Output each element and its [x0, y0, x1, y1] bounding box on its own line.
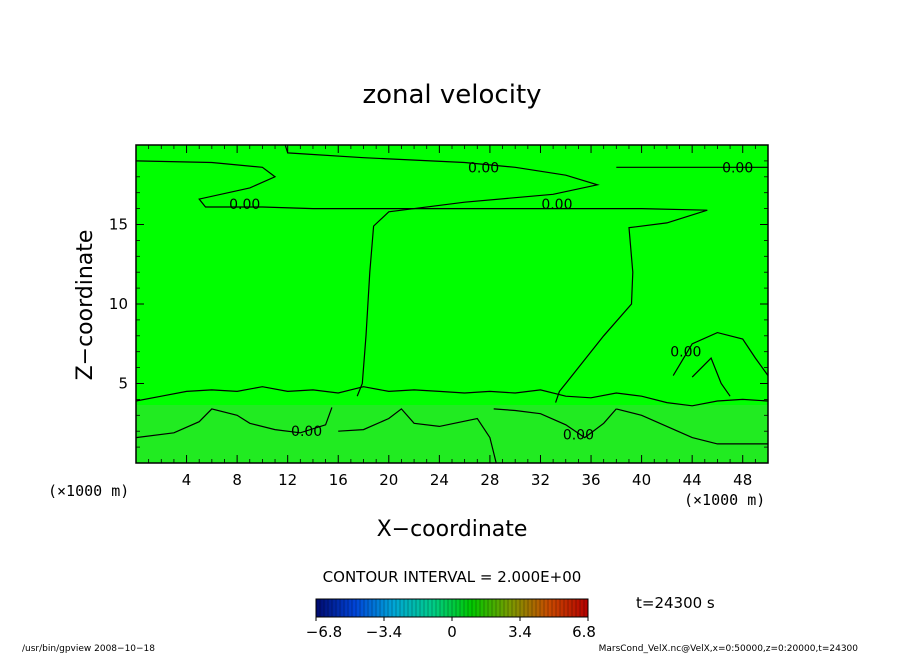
contour-lines: [135, 144, 769, 464]
x-tick-label: 28: [480, 471, 499, 489]
x-tick-label: 20: [379, 471, 398, 489]
contour-label: 0.00: [541, 197, 572, 213]
contour-line: [616, 408, 768, 445]
colorbar-tick-label: 3.4: [508, 623, 532, 641]
colorbar-tick-label: −3.4: [366, 623, 402, 641]
footer-left: /usr/bin/gpview 2008−10−18: [22, 644, 155, 654]
contour-label: 0.00: [722, 160, 753, 176]
y-tick-label: 10: [109, 295, 128, 313]
colorbar-tick-label: 0: [447, 623, 457, 641]
x-tick-label: 44: [683, 471, 702, 489]
x-tick-label: 36: [581, 471, 600, 489]
x-unit-left: (×1000 m): [48, 482, 129, 500]
y-axis: 5 10 15: [109, 160, 768, 448]
contour-label: 0.00: [563, 427, 594, 443]
chart-title: zonal velocity: [362, 80, 541, 110]
x-tick-label: 4: [182, 471, 192, 489]
colorbar-stripes: [319, 599, 585, 617]
plot-area: 0.00 0.00 0.00 0.00 0.00 0.00 0.00: [135, 144, 769, 464]
x-axis: 4 8 12 16 20 24 28 32 36 40 44 48: [148, 145, 756, 489]
y-tick-label: 5: [118, 375, 128, 393]
x-tick-label: 48: [733, 471, 752, 489]
contour-line: [493, 408, 617, 439]
x-tick-label: 12: [278, 471, 297, 489]
contour-line: [284, 144, 600, 397]
contour-label: 0.00: [291, 424, 322, 440]
y-tick-label: 15: [109, 216, 128, 234]
colorbar-tick-label: 6.8: [572, 623, 596, 641]
contour-label: 0.00: [229, 197, 260, 213]
contour-label: 0.00: [468, 160, 499, 176]
heatmap-fill: [136, 145, 768, 463]
x-tick-label: 8: [232, 471, 242, 489]
x-tick-label: 24: [430, 471, 449, 489]
y-axis-label: Z−coordinate: [73, 230, 98, 381]
colorbar: −6.8 −3.4 0 3.4 6.8: [306, 598, 596, 641]
contour-labels: 0.00 0.00 0.00 0.00 0.00 0.00 0.00: [229, 160, 753, 443]
contour-line: [135, 407, 333, 439]
x-tick-label: 32: [531, 471, 550, 489]
x-axis-label: X−coordinate: [377, 517, 528, 542]
contour-line: [338, 408, 497, 464]
contour-line: [135, 386, 769, 407]
x-tick-label: 16: [329, 471, 348, 489]
contour-line: [135, 160, 708, 403]
contour-line: [672, 331, 769, 376]
time-label: t=24300 s: [636, 594, 715, 612]
contour-interval-text: CONTOUR INTERVAL = 2.000E+00: [323, 568, 582, 586]
contour-label: 0.00: [670, 345, 701, 361]
boundary-layer-band: [136, 405, 768, 463]
contour-line: [691, 357, 731, 397]
x-tick-label: 40: [632, 471, 651, 489]
x-unit-right: (×1000 m): [684, 491, 765, 509]
footer-right: MarsCond_VelX.nc@VelX,x=0:50000,z=0:2000…: [599, 644, 859, 654]
colorbar-ticks: −6.8 −3.4 0 3.4 6.8: [306, 617, 596, 641]
colorbar-tick-label: −6.8: [306, 623, 342, 641]
